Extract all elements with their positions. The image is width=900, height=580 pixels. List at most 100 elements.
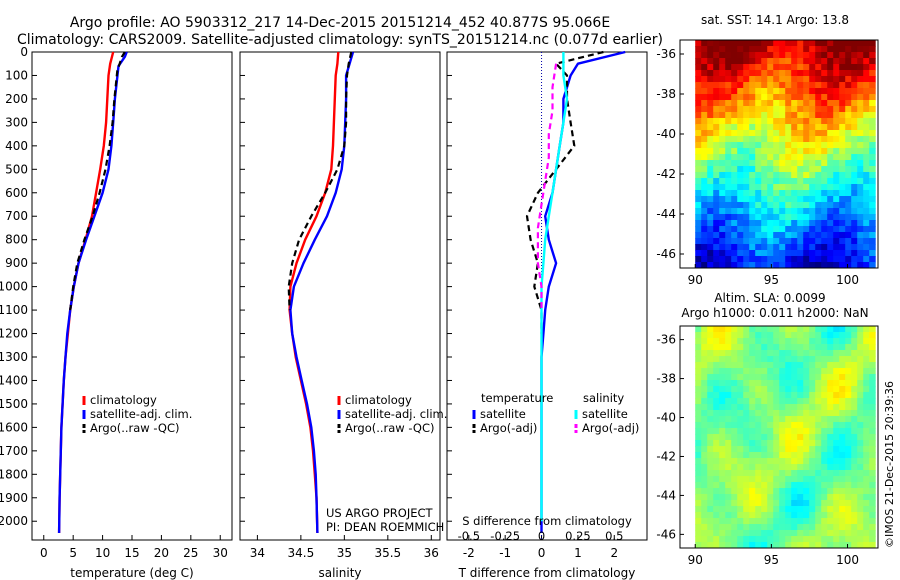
heatmap-cell xyxy=(701,392,708,399)
heatmap-cell xyxy=(821,368,828,375)
heatmap-cell xyxy=(839,422,846,429)
heatmap-cell xyxy=(791,332,798,339)
heatmap-cell xyxy=(701,530,708,537)
heatmap-cell xyxy=(779,196,786,203)
heatmap-cell xyxy=(731,458,738,465)
heatmap-cell xyxy=(827,410,834,417)
heatmap-cell xyxy=(767,404,774,411)
heatmap-cell xyxy=(845,184,852,191)
heatmap-cell xyxy=(809,512,816,519)
heatmap-cell xyxy=(731,106,738,113)
heatmap-cell xyxy=(761,172,768,179)
heatmap-cell xyxy=(731,262,738,269)
heatmap-cell xyxy=(839,118,846,125)
heatmap-cell xyxy=(857,154,864,161)
heatmap-cell xyxy=(761,118,768,125)
heatmap-cell xyxy=(743,94,750,101)
heatmap-cell xyxy=(707,524,714,531)
heatmap-cell xyxy=(773,440,780,447)
heatmap-cell xyxy=(785,530,792,537)
heatmap-cell xyxy=(833,106,840,113)
heatmap-cell xyxy=(701,52,708,59)
heatmap-cell xyxy=(773,244,780,251)
heatmap-cell xyxy=(743,512,750,519)
heatmap-cell xyxy=(863,82,870,89)
heatmap-cell xyxy=(779,536,786,543)
heatmap-cell xyxy=(737,166,744,173)
salinity-series-2 xyxy=(287,51,353,311)
heatmap-cell xyxy=(815,410,822,417)
heatmap-cell xyxy=(845,518,852,525)
heatmap-cell xyxy=(737,326,744,333)
heatmap-cell xyxy=(863,226,870,233)
heatmap-cell xyxy=(713,226,720,233)
heatmap-cell xyxy=(773,40,780,47)
heatmap-cell xyxy=(713,488,720,495)
heatmap-cell xyxy=(851,142,858,149)
heatmap-cell xyxy=(797,40,804,47)
heatmap-cell xyxy=(743,524,750,531)
heatmap-cell xyxy=(863,350,870,357)
heatmap-cell xyxy=(713,142,720,149)
heatmap-cell xyxy=(767,500,774,507)
x-tick-label: -2 xyxy=(463,546,475,560)
heatmap-cell xyxy=(797,160,804,167)
heatmap-cell xyxy=(863,244,870,251)
heatmap-cell xyxy=(845,136,852,143)
heatmap-cell xyxy=(833,208,840,215)
heatmap-cell xyxy=(797,440,804,447)
heatmap-cell xyxy=(719,250,726,257)
heatmap-cell xyxy=(707,172,714,179)
heatmap-cell xyxy=(707,40,714,47)
heatmap-cell xyxy=(719,470,726,477)
heatmap-cell xyxy=(803,172,810,179)
heatmap-cell xyxy=(851,404,858,411)
heatmap-cell xyxy=(731,208,738,215)
heatmap-cell xyxy=(839,434,846,441)
heatmap-cell xyxy=(821,166,828,173)
heatmap-cell xyxy=(695,470,702,477)
heatmap-cell xyxy=(773,470,780,477)
heatmap-cell xyxy=(719,440,726,447)
heatmap-cell xyxy=(719,410,726,417)
heatmap-cell xyxy=(869,148,876,155)
heatmap-cell xyxy=(821,226,828,233)
heatmap-cell xyxy=(755,244,762,251)
heatmap-cell xyxy=(815,512,822,519)
heatmap-cell xyxy=(707,184,714,191)
heatmap-cell xyxy=(863,524,870,531)
heatmap-cell xyxy=(863,500,870,507)
heatmap-cell xyxy=(737,58,744,65)
heatmap-cell xyxy=(731,94,738,101)
heatmap-cell xyxy=(839,518,846,525)
heatmap-cell xyxy=(713,196,720,203)
heatmap-cell xyxy=(743,422,750,429)
heatmap-cell xyxy=(737,106,744,113)
heatmap-cell xyxy=(845,512,852,519)
heatmap-cell xyxy=(839,530,846,537)
heatmap-cell xyxy=(845,404,852,411)
heatmap-cell xyxy=(863,238,870,245)
heatmap-cell xyxy=(845,344,852,351)
heatmap-cell xyxy=(713,214,720,221)
heatmap-cell xyxy=(713,326,720,333)
heatmap-cell xyxy=(785,380,792,387)
heatmap-cell xyxy=(815,148,822,155)
heatmap-cell xyxy=(845,196,852,203)
heatmap-cell xyxy=(731,112,738,119)
heatmap-cell xyxy=(767,350,774,357)
heatmap-cell xyxy=(707,154,714,161)
heatmap-cell xyxy=(701,88,708,95)
heatmap-cell xyxy=(779,362,786,369)
heatmap-cell xyxy=(701,398,708,405)
heatmap-cell xyxy=(815,476,822,483)
heatmap-cell xyxy=(773,148,780,155)
heatmap-cell xyxy=(773,464,780,471)
heatmap-cell xyxy=(695,500,702,507)
heatmap-cell xyxy=(701,338,708,345)
heatmap-cell xyxy=(761,238,768,245)
heatmap-cell xyxy=(791,166,798,173)
heatmap-cell xyxy=(833,250,840,257)
heatmap-cell xyxy=(869,530,876,537)
heatmap-cell xyxy=(761,70,768,77)
